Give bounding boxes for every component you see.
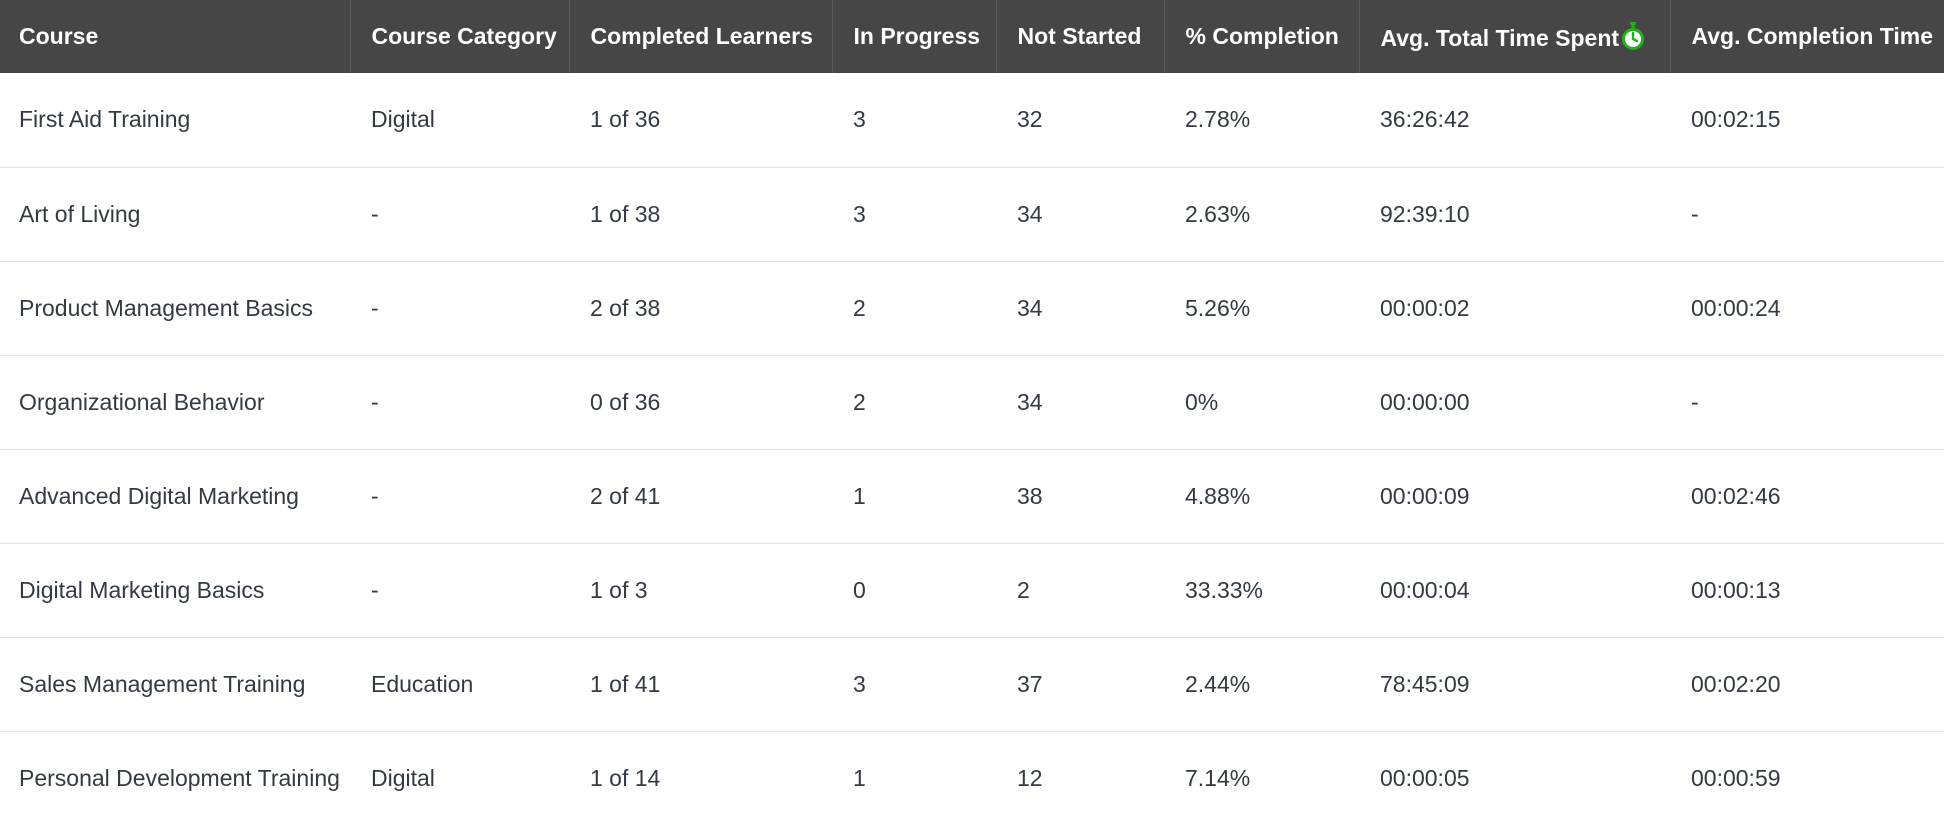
cell-course-category: Digital <box>371 764 435 791</box>
cell-completed-learners: 1 of 3 <box>590 576 648 603</box>
cell-avg-completion-time: 00:02:15 <box>1691 106 1781 133</box>
table-row[interactable]: Product Management Basics - 2 of 38 2 34 5.26… <box>0 261 1944 355</box>
cell-avg-completion-time: 00:00:24 <box>1691 294 1781 321</box>
cell-course-category: Education <box>371 670 474 697</box>
column-header-in-progress[interactable]: In Progress <box>832 0 997 73</box>
cell-course[interactable]: Product Management Basics <box>19 294 314 321</box>
table-row[interactable]: Digital Marketing Basics - 1 of 3 0 2 33.33% 0… <box>0 543 1944 637</box>
cell-avg-total-time: 00:00:05 <box>1380 764 1470 791</box>
cell-course-category: - <box>371 576 379 603</box>
cell-completion: 2.63% <box>1185 200 1251 227</box>
cell-completion: 33.33% <box>1185 576 1264 603</box>
cell-course[interactable]: Sales Management Training <box>19 670 306 697</box>
cell-in-progress: 0 <box>853 576 866 603</box>
cell-not-started: 12 <box>1017 764 1043 791</box>
column-header-avg-completion-time[interactable]: Avg. Completion Time <box>1691 23 1934 49</box>
cell-not-started: 34 <box>1017 294 1043 321</box>
cell-avg-total-time: 00:00:09 <box>1380 482 1470 509</box>
cell-not-started: 34 <box>1017 388 1043 415</box>
cell-course-category: - <box>371 294 379 321</box>
cell-completed-learners: 0 of 36 <box>590 388 661 415</box>
cell-course[interactable]: Art of Living <box>19 200 141 227</box>
stopwatch-icon[interactable] <box>1620 21 1646 52</box>
cell-avg-completion-time: 00:02:20 <box>1691 670 1781 697</box>
column-header-completion[interactable]: % Completion <box>1164 0 1360 73</box>
cell-avg-completion-time: 00:02:46 <box>1691 482 1781 509</box>
cell-not-started: 34 <box>1017 200 1043 227</box>
cell-not-started: 38 <box>1017 482 1043 509</box>
table-row[interactable]: Personal Development Training Digital 1 of… <box>0 731 1944 824</box>
table-row[interactable]: Sales Management Training Education 1 of 4… <box>0 637 1944 731</box>
cell-in-progress: 2 <box>853 388 866 415</box>
cell-course[interactable]: Organizational Behavior <box>19 388 265 415</box>
table-row[interactable]: Organizational Behavior - 0 of 36 2 34 0% 00:0… <box>0 355 1944 449</box>
cell-avg-completion-time: - <box>1691 200 1699 227</box>
cell-in-progress: 2 <box>853 294 866 321</box>
cell-course[interactable]: Advanced Digital Marketing <box>19 482 299 509</box>
column-header-not-started[interactable]: Not Started <box>996 0 1165 73</box>
cell-completion: 4.88% <box>1185 482 1251 509</box>
cell-completed-learners: 2 of 41 <box>590 482 661 509</box>
cell-avg-total-time: 78:45:09 <box>1380 670 1470 697</box>
column-header-completed-learners[interactable]: Completed Learners <box>569 0 833 73</box>
cell-avg-total-time: 00:00:04 <box>1380 576 1470 603</box>
table-header: Course Course Category Completed Learner… <box>0 0 1944 73</box>
cell-in-progress: 3 <box>853 106 866 133</box>
cell-course[interactable]: Digital Marketing Basics <box>19 576 265 603</box>
cell-in-progress: 1 <box>853 482 866 509</box>
cell-avg-completion-time: 00:00:59 <box>1691 764 1781 791</box>
cell-course-category: - <box>371 482 379 509</box>
cell-completed-learners: 2 of 38 <box>590 294 661 321</box>
cell-completion: 0% <box>1185 388 1219 415</box>
header-row: Course Course Category Completed Learner… <box>0 0 1944 73</box>
table-row[interactable]: Art of Living - 1 of 38 3 34 2.63% 92:39:10 - <box>0 167 1944 261</box>
cell-avg-total-time: 92:39:10 <box>1380 200 1470 227</box>
cell-avg-completion-time: - <box>1691 388 1699 415</box>
cell-course[interactable]: Personal Development Training <box>19 764 340 791</box>
table-body: First Aid Training Digital 1 of 36 3 32 2.78%… <box>0 73 1944 824</box>
cell-avg-completion-time: 00:00:13 <box>1691 576 1781 603</box>
cell-course-category: Digital <box>371 106 435 133</box>
column-header-label: Avg. Total Time Spent <box>1380 24 1620 51</box>
cell-completed-learners: 1 of 41 <box>590 670 661 697</box>
cell-course-category: - <box>371 388 379 415</box>
cell-avg-total-time: 00:00:00 <box>1380 388 1470 415</box>
cell-completed-learners: 1 of 38 <box>590 200 661 227</box>
cell-course[interactable]: First Aid Training <box>19 106 191 133</box>
cell-course-category: - <box>371 200 379 227</box>
cell-completion: 2.44% <box>1185 670 1251 697</box>
cell-not-started: 37 <box>1017 670 1043 697</box>
cell-completion: 2.78% <box>1185 106 1251 133</box>
cell-completion: 5.26% <box>1185 294 1251 321</box>
cell-completed-learners: 1 of 14 <box>590 764 661 791</box>
column-header-course-category[interactable]: Course Category <box>350 0 570 73</box>
cell-not-started: 32 <box>1017 106 1043 133</box>
cell-in-progress: 3 <box>853 670 866 697</box>
cell-in-progress: 3 <box>853 200 866 227</box>
cell-avg-total-time: 00:00:02 <box>1380 294 1470 321</box>
table-row[interactable]: Advanced Digital Marketing - 2 of 41 1 38 4.8… <box>0 449 1944 543</box>
cell-in-progress: 1 <box>853 764 866 791</box>
cell-completed-learners: 1 of 36 <box>590 106 661 133</box>
cell-avg-total-time: 36:26:42 <box>1380 106 1470 133</box>
cell-completion: 7.14% <box>1185 764 1251 791</box>
cell-not-started: 2 <box>1017 576 1030 603</box>
table-row[interactable]: First Aid Training Digital 1 of 36 3 32 2.78%… <box>0 73 1944 167</box>
column-header-course[interactable]: Course <box>0 0 351 73</box>
column-header-avg-total-time-spent[interactable]: Avg. Total Time Spent <box>1359 0 1671 73</box>
